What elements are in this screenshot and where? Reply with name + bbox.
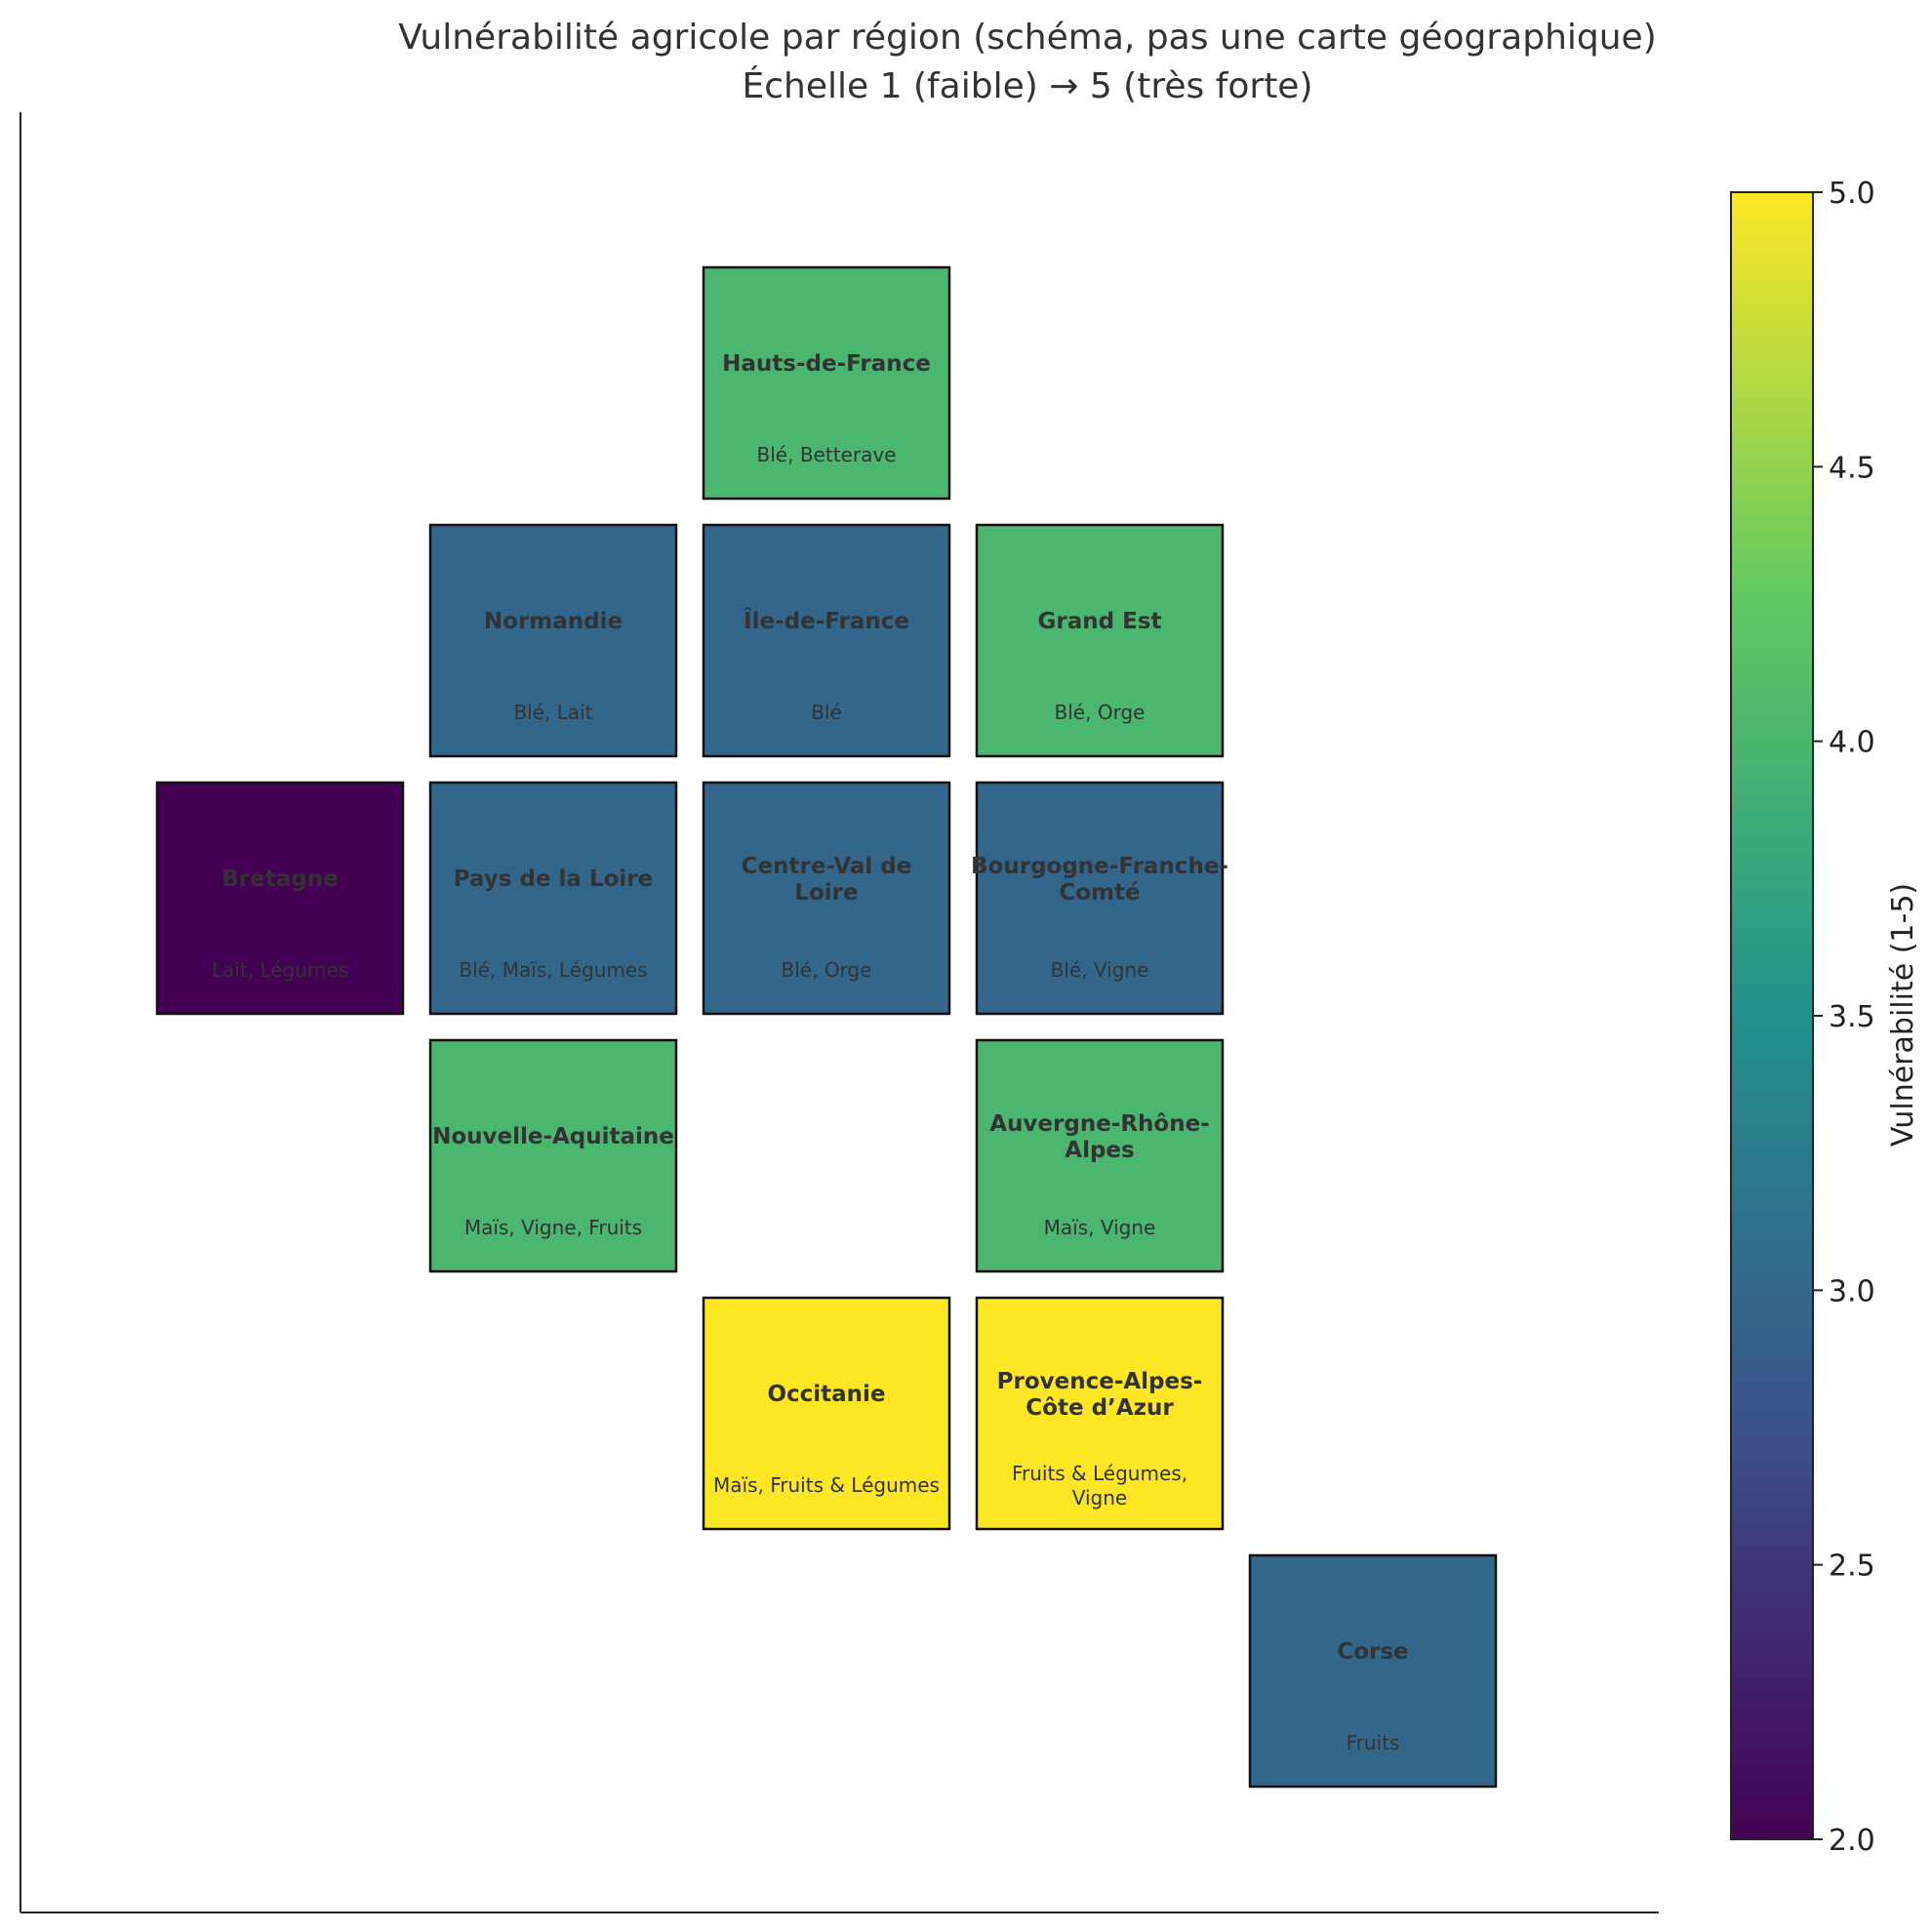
region-crops: Fruits (1347, 1731, 1400, 1754)
region-crops: Blé, Vigne (1051, 958, 1149, 982)
region-crops: Fruits & Légumes, Vigne (1012, 1462, 1187, 1509)
region-name: Corse (1337, 1639, 1408, 1665)
region-tile-auvergne-rhone-alpes: Auvergne-Rhône-Alpes Maïs, Vigne (975, 1038, 1225, 1273)
colorbar-tick-label: 3.5 (1829, 1000, 1875, 1034)
region-cell (428, 523, 678, 758)
region-cell (975, 1296, 1225, 1531)
region-name: Grand Est (1038, 609, 1162, 634)
region-tile-nouvelle-aquitaine: Nouvelle-Aquitaine Maïs, Vigne, Fruits (428, 1038, 678, 1273)
region-crops: Maïs, Fruits & Légumes (713, 1473, 940, 1497)
colorbar-tick-label: 4.0 (1829, 726, 1875, 760)
region-name: Nouvelle-Aquitaine (432, 1124, 674, 1149)
region-crops: Maïs, Vigne, Fruits (464, 1216, 642, 1239)
region-name: Île-de-France (744, 607, 909, 634)
region-name: Normandie (484, 609, 623, 634)
region-tile-hauts-de-france: Hauts-de-France Blé, Betterave (702, 265, 951, 501)
region-crops: Blé (811, 701, 842, 724)
region-cell (428, 781, 678, 1016)
chart-subtitle: Échelle 1 (faible) → 5 (très forte) (743, 65, 1313, 106)
region-cell (1248, 1553, 1498, 1789)
region-tile-grand-est: Grand Est Blé, Orge (975, 523, 1225, 758)
region-tile-occitanie: Occitanie Maïs, Fruits & Légumes (702, 1296, 951, 1531)
region-cell (702, 781, 951, 1016)
region-crops: Lait, Légumes (212, 958, 348, 982)
region-tile-ile-de-france: Île-de-France Blé (702, 523, 951, 758)
region-cell (975, 1038, 1225, 1273)
colorbar-label: Vulnérabilité (1-5) (1886, 883, 1920, 1147)
region-name: Hauts-de-France (722, 351, 931, 377)
colorbar-tick-label: 5.0 (1829, 177, 1875, 211)
region-crops: Maïs, Vigne (1044, 1216, 1156, 1239)
region-tile-provence-alpes-cote-d-azur: Provence-Alpes-Côte d’Azur Fruits & Légum… (975, 1296, 1225, 1531)
region-tile-corse: Corse Fruits (1248, 1553, 1498, 1789)
colorbar-ticks: 2.0 2.5 3.0 3.5 4.0 4.5 5.0 (1813, 177, 1875, 1858)
region-cell (702, 265, 951, 501)
region-crops: Blé, Maïs, Légumes (459, 958, 647, 982)
region-cell (975, 781, 1225, 1016)
region-name: Bourgogne-Franche-Comté (971, 854, 1228, 906)
region-crops: Blé, Betterave (757, 443, 897, 466)
region-name: Provence-Alpes-Côte d’Azur (997, 1369, 1203, 1421)
region-name: Bretagne (221, 866, 338, 892)
region-cell (428, 1038, 678, 1273)
region-cell (702, 1296, 951, 1531)
colorbar-tick-label: 3.0 (1829, 1274, 1875, 1308)
region-name: Pays de la Loire (454, 866, 654, 892)
region-tile-centre-val-de-loire: Centre-Val de Loire Blé, Orge (702, 781, 951, 1016)
region-crops: Blé, Lait (513, 701, 592, 724)
region-name: Occitanie (767, 1382, 885, 1407)
region-tile-bourgogne-franche-comte: Bourgogne-Franche-Comté Blé, Vigne (971, 781, 1228, 1016)
region-tile-bretagne: Bretagne Lait, Légumes (155, 781, 405, 1016)
region-name: Auvergne-Rhône-Alpes (989, 1111, 1210, 1163)
region-name: Centre-Val de Loire (742, 854, 912, 906)
region-tile-pays-de-la-loire: Pays de la Loire Blé, Maïs, Légumes (428, 781, 678, 1016)
region-cell (975, 523, 1225, 758)
colorbar-tick-label: 4.5 (1829, 451, 1875, 485)
region-crops: Blé, Orge (1055, 701, 1146, 724)
region-crops: Blé, Orge (782, 958, 872, 982)
region-tiles: Hauts-de-France Blé, Betterave Normandie Bl… (155, 265, 1498, 1789)
region-cell (702, 523, 951, 758)
colorbar-tick-label: 2.0 (1829, 1824, 1875, 1858)
colorbar-tick-label: 2.5 (1829, 1550, 1875, 1584)
chart-title: Vulnérabilité agricole par région (schém… (398, 18, 1657, 58)
region-cell (155, 781, 405, 1016)
region-tile-normandie: Normandie Blé, Lait (428, 523, 678, 758)
colorbar (1730, 191, 1814, 1840)
